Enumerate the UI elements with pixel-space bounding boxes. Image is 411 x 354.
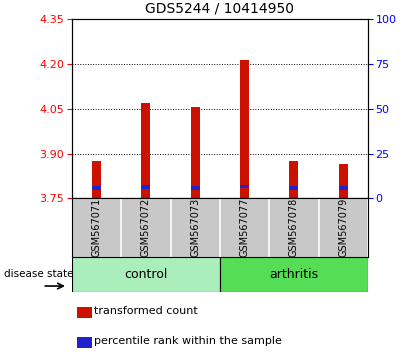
Text: disease state: disease state	[4, 269, 74, 279]
Text: percentile rank within the sample: percentile rank within the sample	[95, 336, 282, 346]
Bar	[240, 60, 249, 198]
Bar	[339, 164, 348, 198]
Bar	[92, 186, 101, 190]
Text: control: control	[124, 268, 168, 281]
Text: arthritis: arthritis	[269, 268, 319, 281]
Text: GSM567071: GSM567071	[92, 198, 102, 257]
Bar	[339, 186, 348, 190]
Bar	[72, 257, 220, 292]
Bar	[141, 185, 150, 189]
Bar	[92, 161, 101, 198]
Bar	[191, 186, 200, 190]
Text: transformed count: transformed count	[95, 306, 198, 316]
Text: GSM567078: GSM567078	[289, 198, 299, 257]
Bar	[141, 103, 150, 198]
Text: GSM567073: GSM567073	[190, 198, 200, 257]
Bar	[77, 337, 92, 348]
Text: GSM567072: GSM567072	[141, 198, 151, 257]
Text: GSM567079: GSM567079	[338, 198, 348, 257]
Title: GDS5244 / 10414950: GDS5244 / 10414950	[145, 1, 294, 16]
Bar	[289, 186, 298, 190]
Bar	[191, 107, 200, 198]
Bar	[289, 161, 298, 198]
Text: GSM567077: GSM567077	[240, 198, 249, 257]
Bar	[220, 257, 368, 292]
Bar	[240, 185, 249, 188]
Bar	[77, 307, 92, 318]
